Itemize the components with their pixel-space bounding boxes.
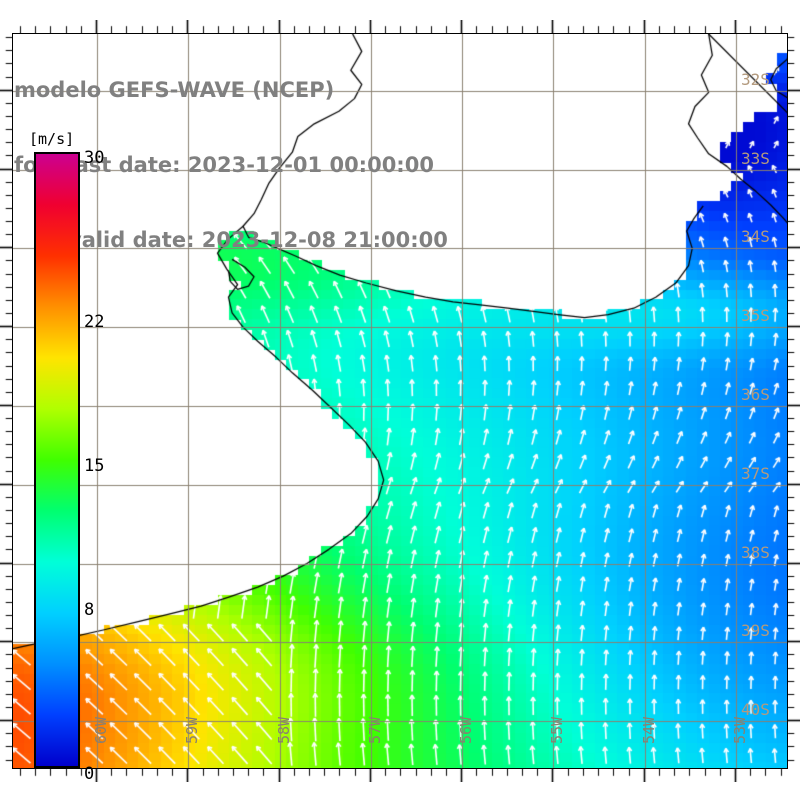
lat-label-38S: 38S (741, 542, 770, 562)
lon-label-55W: 55W (548, 716, 567, 744)
lat-label-35S: 35S (741, 306, 770, 326)
lon-label-56W: 56W (457, 716, 476, 744)
axis-ruler-bottom (12, 768, 788, 782)
graticule-grid (13, 34, 787, 768)
lat-label-32S: 32S (741, 69, 770, 89)
colorbar-tick-15: 15 (84, 456, 105, 476)
lat-label-33S: 33S (741, 148, 770, 168)
colorbar-tick-0: 0 (84, 764, 95, 784)
lat-label-34S: 34S (741, 227, 770, 247)
lat-label-36S: 36S (741, 384, 770, 404)
colorbar-tick-8: 8 (84, 599, 95, 620)
lon-label-57W: 57W (365, 716, 384, 744)
axis-ruler-top (12, 20, 788, 34)
lat-label-40S: 40S (741, 700, 770, 720)
lon-label-59W: 59W (183, 716, 202, 744)
axis-ruler-left (0, 33, 13, 769)
map-plot-area (12, 33, 788, 769)
lon-label-60W: 60W (91, 716, 110, 744)
colorbar (34, 152, 80, 768)
lon-label-58W: 58W (274, 716, 293, 744)
lat-label-39S: 39S (741, 621, 770, 641)
colorbar-tick-30: 30 (84, 148, 105, 168)
lon-label-53W: 53W (731, 716, 750, 744)
colorbar-gradient (34, 152, 80, 768)
axis-ruler-right (787, 33, 800, 769)
colorbar-unit-label: [m/s] (29, 130, 75, 148)
colorbar-tick-22: 22 (84, 312, 105, 333)
lon-label-54W: 54W (639, 716, 658, 744)
lat-label-37S: 37S (741, 463, 770, 483)
